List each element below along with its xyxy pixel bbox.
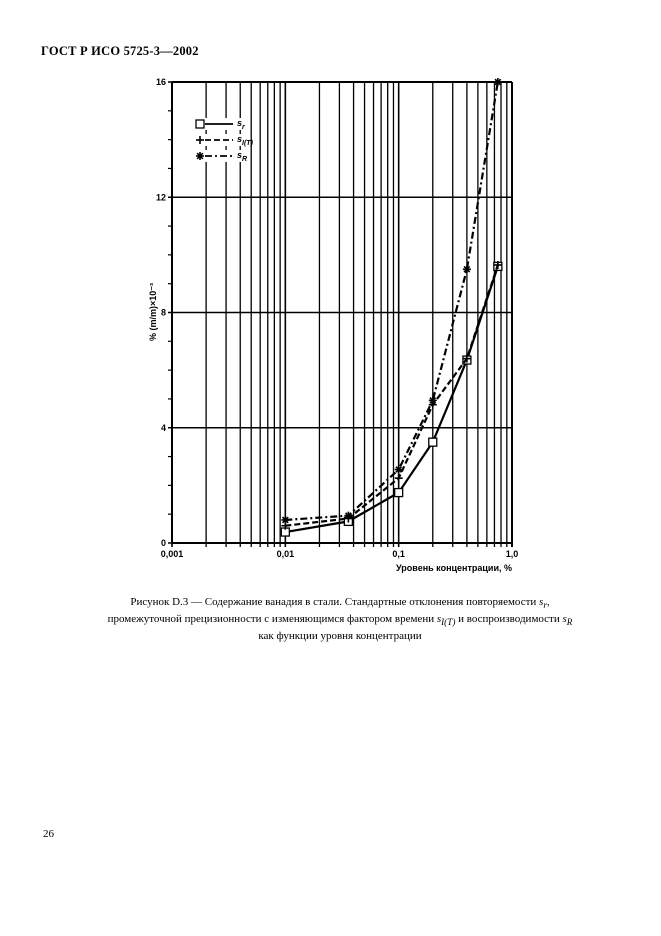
x-tick-label: 1,0 [506,549,519,559]
document-header: ГОСТ Р ИСО 5725-3—2002 [41,44,199,58]
chart-series [280,78,503,537]
caption-line-2: промежуточной прецизионности с изменяющи… [107,613,573,628]
svg-text:sR: sR [237,150,247,163]
svg-text:sr: sr [237,118,246,131]
y-tick-label: 16 [156,77,166,87]
legend-item: sR [192,150,247,163]
caption-line-1: Рисунок D.3 — Содержание ванадия в стали… [130,596,550,611]
figure-caption: Рисунок D.3 — Содержание ванадия в стали… [60,595,620,643]
legend-item: sr [192,118,246,131]
chart-legend: sr sI(T) sR [192,118,254,163]
y-tick-label: 8 [161,308,166,318]
series-sr [281,78,502,524]
legend-item: sI(T) [192,134,254,147]
x-tick-label: 0,001 [161,549,184,559]
chart-axes: 0 4 8 12 16 0,001 0,01 0,1 1,0 [156,77,518,559]
y-tick-label: 4 [161,423,166,433]
y-tick-label: 0 [161,538,166,548]
series-sr [280,261,503,537]
y-tick-label: 12 [156,192,166,202]
page-number: 26 [43,828,54,840]
x-axis-label: Уровень концентрации, % [396,563,512,573]
series-sit [281,260,502,530]
y-axis-label: % (m/m)×10⁻³ [148,283,158,341]
caption-line-3: как функции уровня концентрации [258,630,422,643]
x-tick-label: 0,01 [277,549,295,559]
x-tick-label: 0,1 [392,549,405,559]
